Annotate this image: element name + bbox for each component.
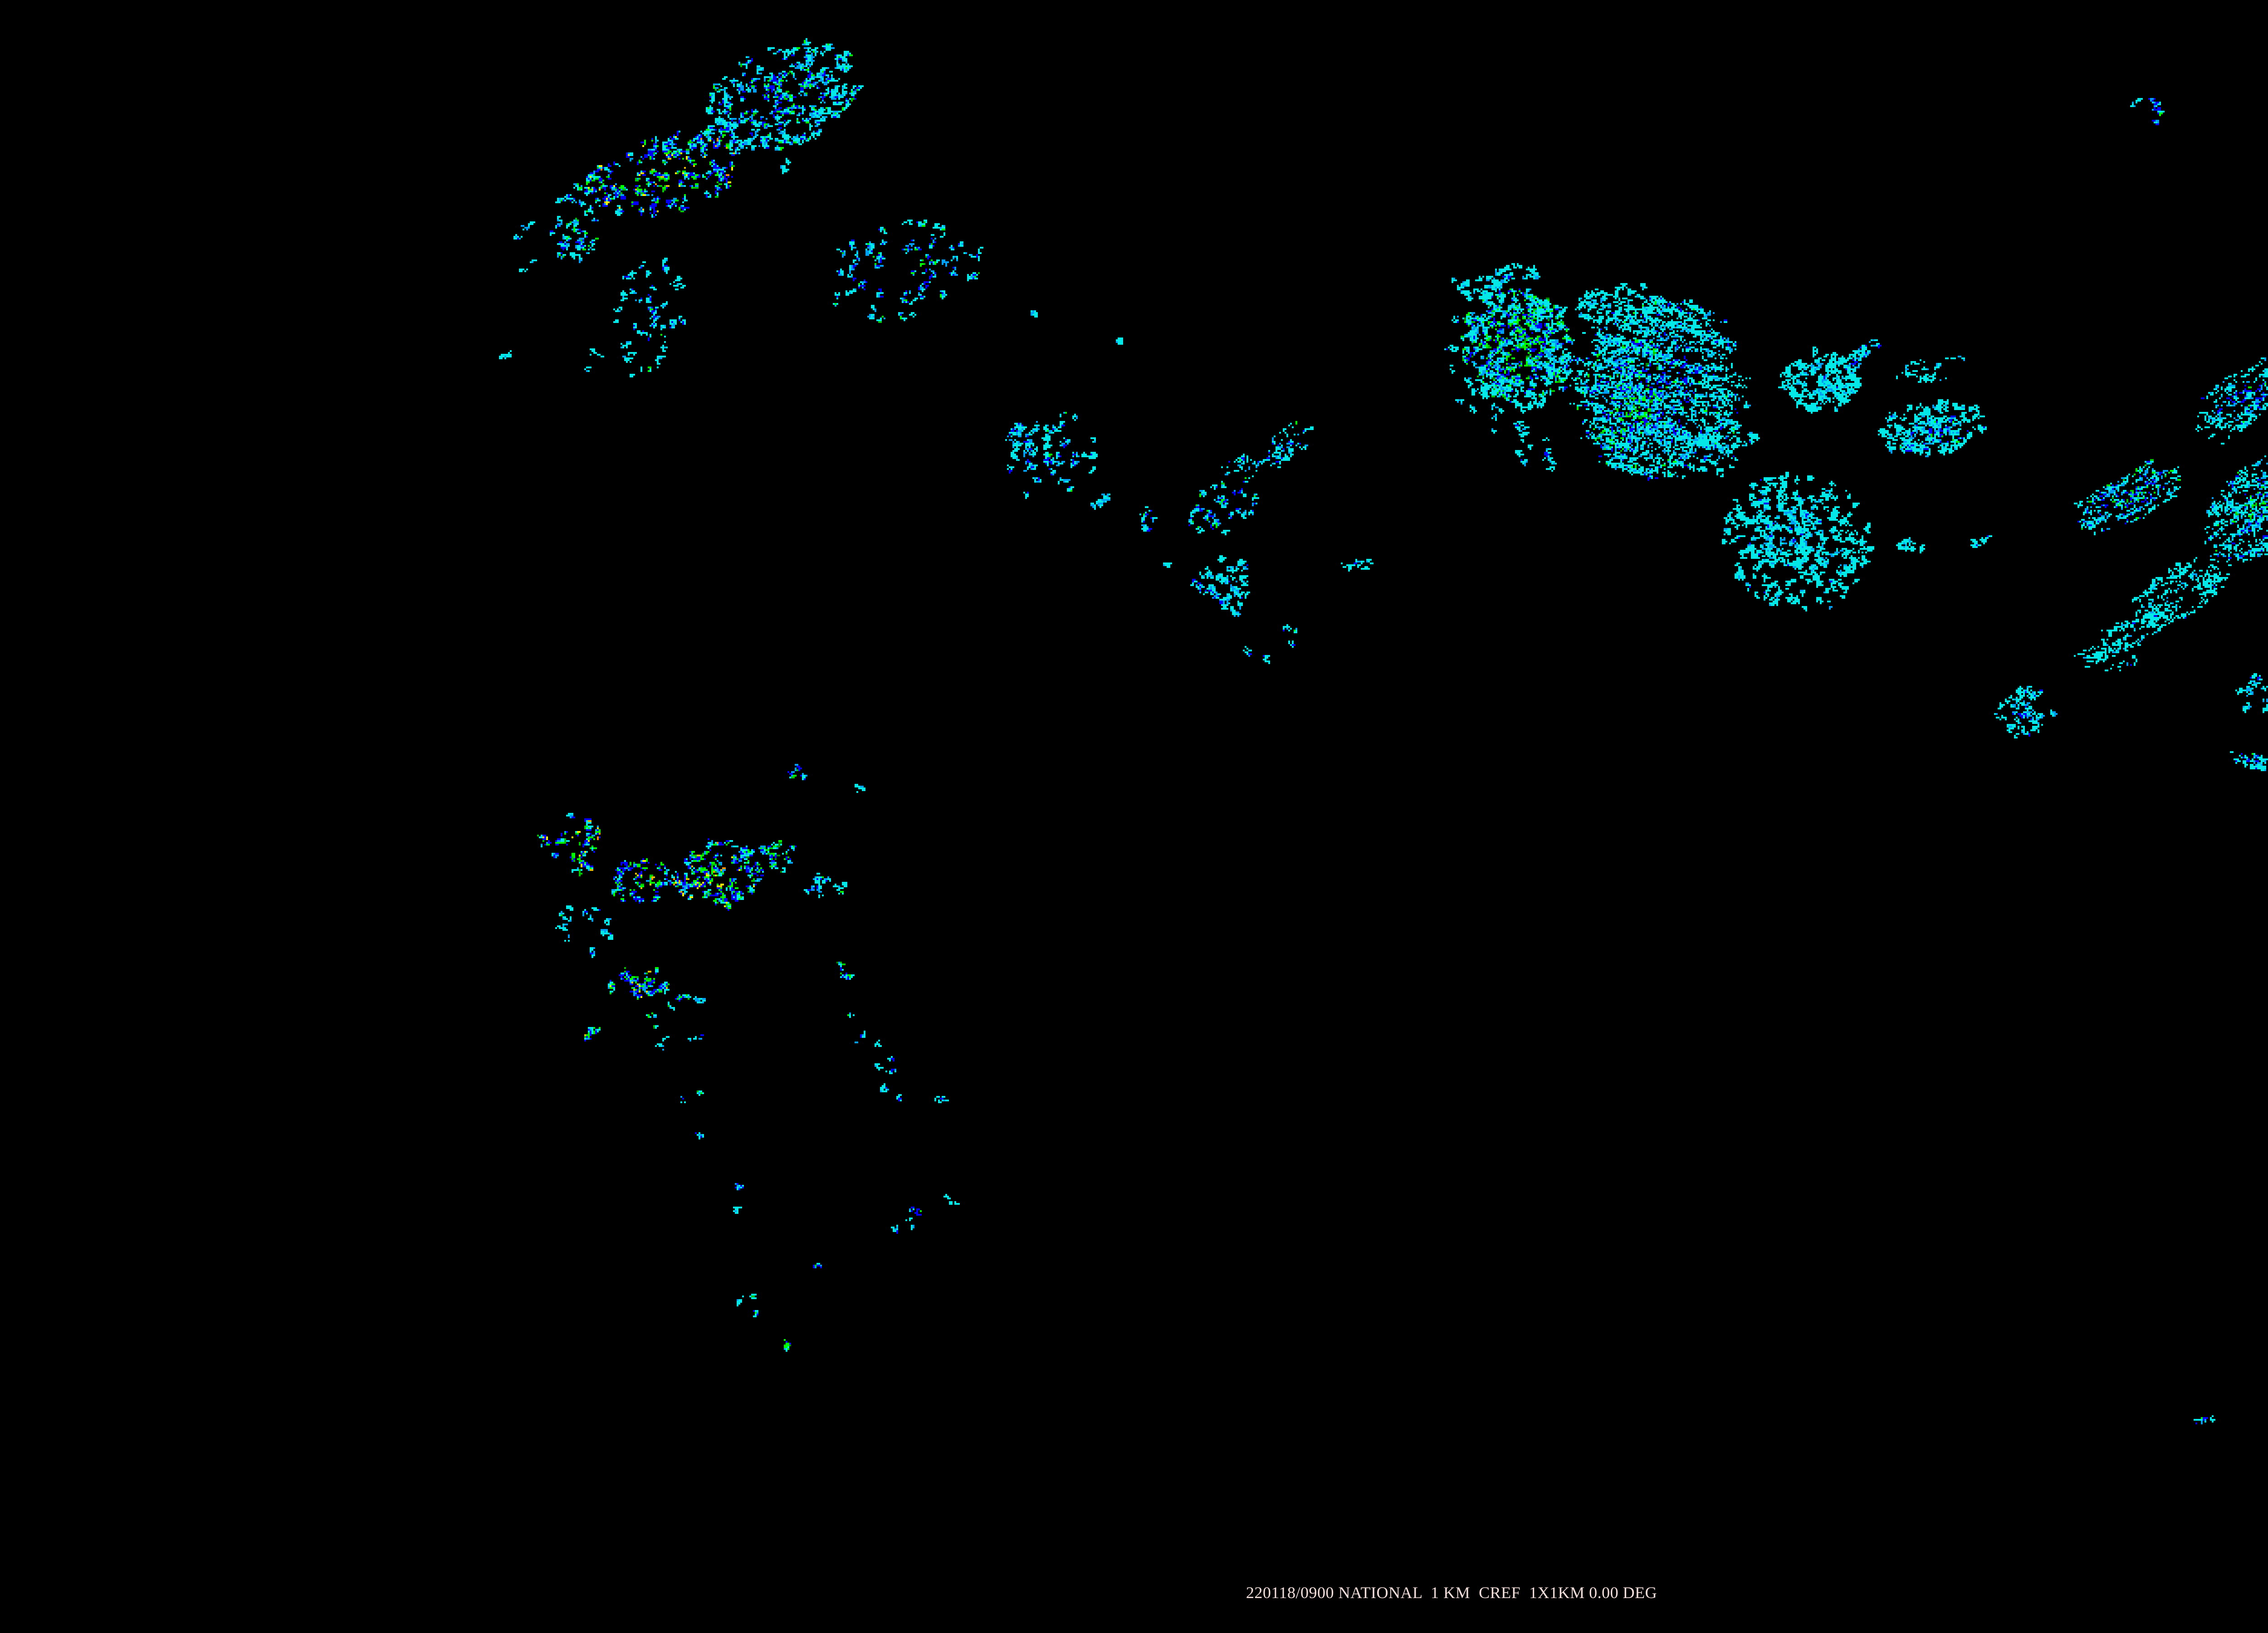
radar-caption: 220118/0900 NATIONAL 1 KM CREF 1X1KM 0.0…: [1246, 1584, 1657, 1602]
